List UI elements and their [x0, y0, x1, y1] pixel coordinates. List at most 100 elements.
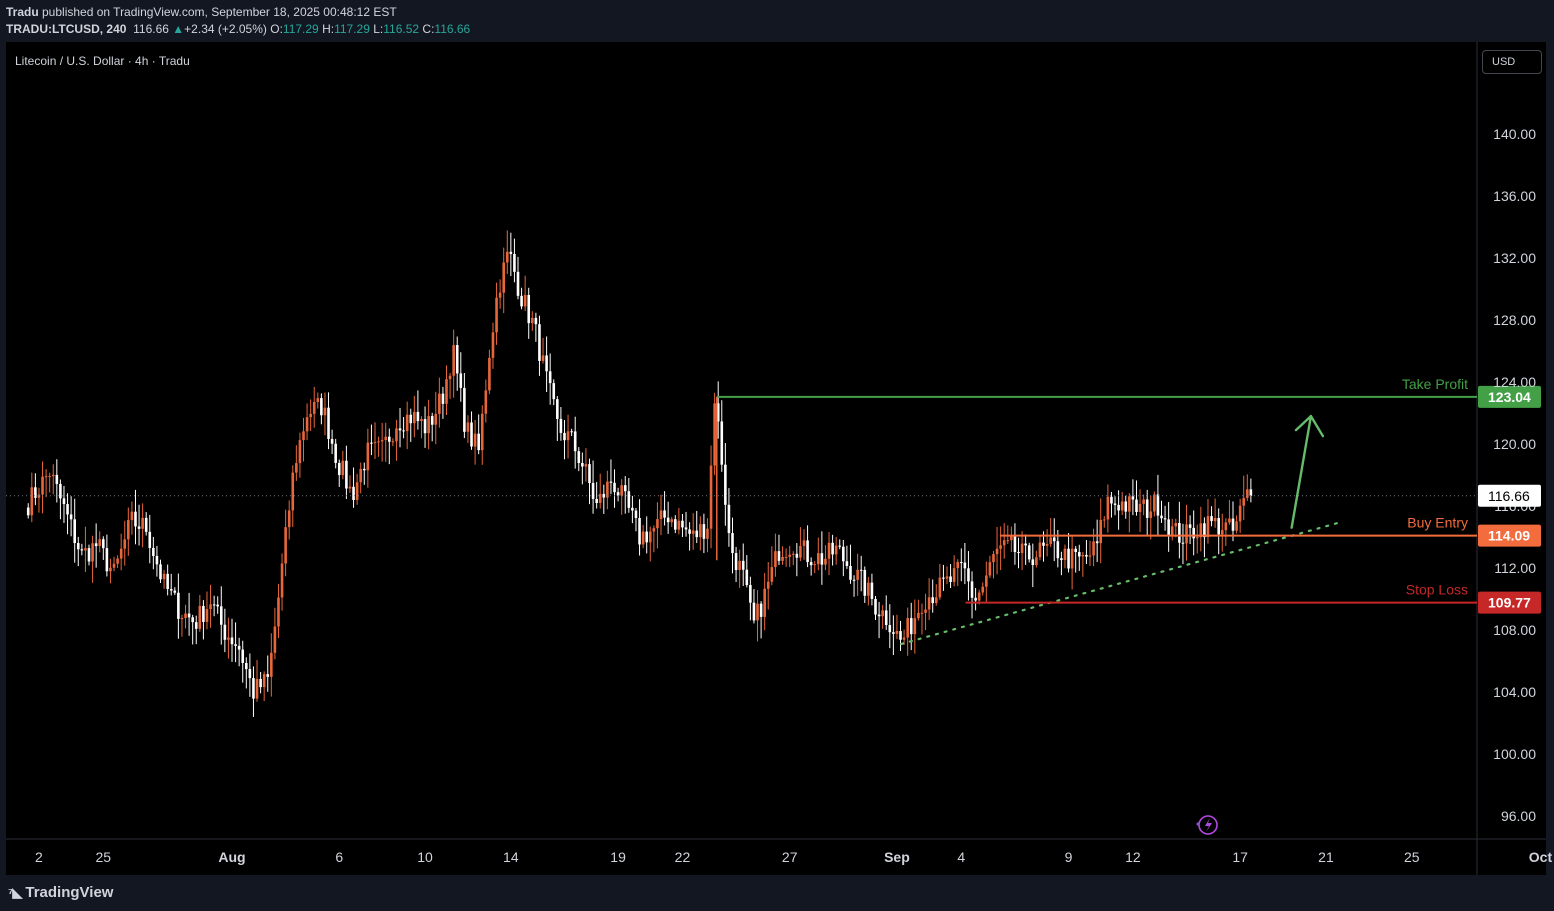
- candle: [141, 503, 144, 548]
- candle: [738, 549, 741, 588]
- candle-body: [774, 551, 777, 568]
- candle-body: [316, 398, 320, 403]
- candle: [1170, 518, 1174, 541]
- candle-body: [166, 573, 169, 590]
- candle: [452, 329, 455, 398]
- price-tick-label: 112.00: [1494, 560, 1536, 576]
- candle-body: [1160, 515, 1163, 519]
- candle-body: [169, 589, 173, 591]
- candle-body: [992, 554, 995, 563]
- close-label: C:: [422, 22, 435, 36]
- candle: [1203, 517, 1206, 558]
- candle: [1249, 478, 1253, 503]
- candle-body: [1045, 543, 1049, 546]
- candle: [309, 399, 312, 432]
- candle-body: [434, 413, 438, 425]
- candle: [881, 604, 884, 629]
- candle: [1124, 495, 1128, 519]
- candle: [763, 572, 766, 631]
- target-arrow-shaft: [1290, 414, 1313, 529]
- candle: [212, 595, 216, 617]
- buy-entry-label: Buy Entry: [1407, 515, 1468, 531]
- time-tick-label: 27: [782, 849, 798, 865]
- candle: [26, 503, 30, 519]
- candle-body: [566, 431, 570, 441]
- candle-body: [766, 581, 770, 589]
- candle-body: [94, 543, 98, 547]
- candle: [441, 386, 445, 419]
- candle-body: [802, 540, 806, 546]
- candle-body: [724, 464, 727, 505]
- candle: [209, 584, 212, 628]
- candle-body: [752, 602, 756, 621]
- candle: [920, 603, 924, 635]
- currency-button[interactable]: USD: [1482, 50, 1542, 74]
- buy-entry-price-tag-bg: [1478, 524, 1541, 547]
- candle-body: [531, 317, 534, 324]
- candle-body: [119, 548, 123, 559]
- candle: [1060, 551, 1063, 576]
- candle: [495, 282, 498, 345]
- candle-body: [237, 645, 241, 650]
- candle-body: [127, 520, 130, 540]
- candle: [127, 507, 130, 556]
- candle-body: [859, 569, 863, 571]
- candle: [527, 287, 531, 339]
- candle-body: [409, 414, 413, 424]
- candle-body: [1185, 524, 1188, 544]
- candle: [513, 238, 516, 283]
- candle: [87, 544, 91, 566]
- candle: [466, 415, 470, 444]
- candle-body: [1210, 516, 1213, 522]
- candle: [1027, 542, 1031, 563]
- candle-body: [1020, 543, 1024, 554]
- candle: [73, 498, 76, 563]
- candle: [302, 417, 305, 462]
- candle-body: [337, 462, 341, 476]
- candle-body: [656, 519, 659, 529]
- candle: [985, 561, 988, 603]
- candle: [194, 615, 198, 645]
- candle: [395, 419, 398, 461]
- candle-body: [1110, 496, 1113, 504]
- candle-body: [588, 464, 591, 484]
- tradingview-logo[interactable]: ⁷◣ TradingView: [8, 884, 113, 901]
- candle: [1103, 516, 1106, 528]
- candle-body: [252, 678, 255, 699]
- candle: [563, 420, 566, 460]
- candle-body: [691, 530, 695, 534]
- candle-body: [137, 526, 141, 529]
- candle: [1035, 550, 1038, 568]
- candle: [337, 459, 341, 487]
- chart-canvas[interactable]: Take Profit 123.04 Buy Entry 114.09 Stop Los…: [0, 42, 1554, 875]
- candle: [348, 475, 352, 493]
- candle-body: [280, 563, 284, 598]
- candle-body: [445, 379, 448, 404]
- candle-body: [977, 592, 981, 601]
- candle: [674, 515, 677, 534]
- candle: [144, 512, 148, 536]
- chart-area[interactable]: Take Profit 123.04 Buy Entry 114.09 Stop Los…: [0, 42, 1554, 875]
- time-tick-label: 17: [1232, 849, 1248, 865]
- candle-body: [702, 524, 706, 539]
- candle-body: [373, 441, 377, 443]
- candle: [359, 462, 362, 494]
- candle-body: [995, 548, 999, 555]
- candle-body: [295, 463, 298, 473]
- candle: [863, 566, 867, 603]
- candle: [695, 510, 699, 544]
- candle-body: [1002, 540, 1006, 546]
- candle-body: [241, 649, 245, 663]
- author-name[interactable]: Tradu: [6, 5, 39, 19]
- candle: [330, 429, 334, 455]
- candle: [1238, 498, 1242, 533]
- candle-body: [1088, 555, 1092, 557]
- candle-body: [484, 390, 488, 414]
- candle-body: [130, 511, 134, 521]
- candle-body: [1163, 518, 1167, 520]
- candle: [105, 534, 109, 577]
- candle: [1045, 529, 1049, 557]
- candle: [1167, 502, 1170, 552]
- candle-body: [198, 605, 202, 629]
- candle-body: [1228, 518, 1231, 523]
